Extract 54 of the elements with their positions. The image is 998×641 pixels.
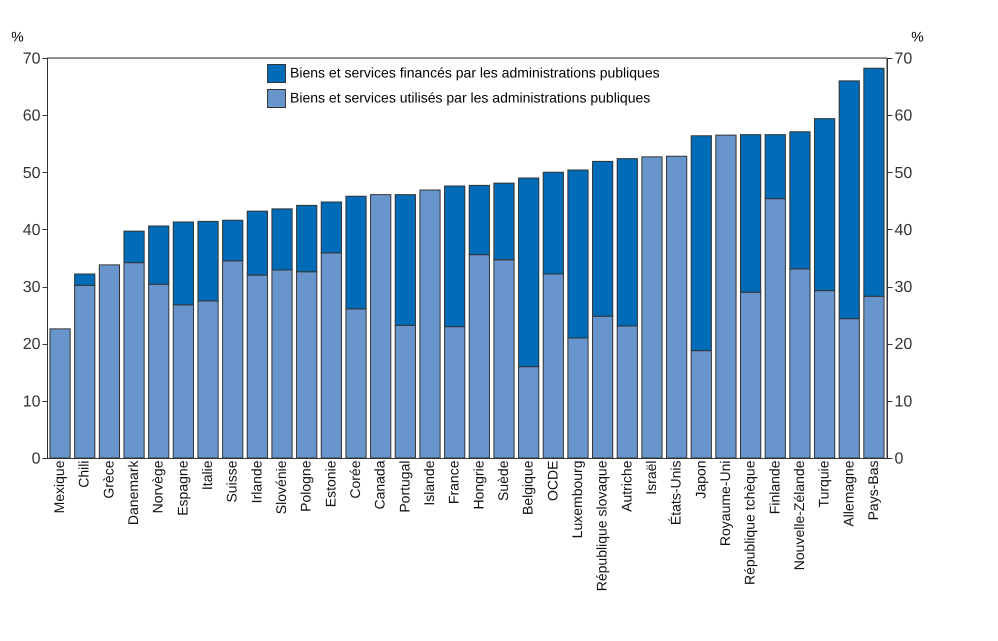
- x-tick-label: France: [446, 460, 462, 504]
- x-tick-label: Allemagne: [840, 460, 856, 527]
- x-tick-label: Norvège: [150, 460, 166, 514]
- y2-tick-label: 50: [894, 164, 912, 182]
- y2-axis-title: %: [911, 28, 924, 44]
- y2-tick-label: 60: [894, 108, 912, 125]
- x-tick-label: OCDE: [544, 460, 560, 501]
- y2-tick-label: 10: [894, 393, 912, 410]
- x-tick-label: Grèce: [100, 460, 116, 499]
- legend-label: Biens et services financés par les administrations publiques: [290, 64, 660, 80]
- x-tick-label: Autriche: [618, 460, 634, 512]
- x-tick-label: Luxembourg: [568, 460, 585, 538]
- x-tick-label: Belgique: [520, 460, 536, 515]
- y-tick-label: 50: [22, 164, 41, 182]
- x-tick-label: Corée: [347, 460, 364, 499]
- y-tick-label: 60: [22, 108, 41, 125]
- y-tick-label: 30: [22, 279, 41, 296]
- x-tick-label: Nouvelle-Zélande: [790, 460, 807, 570]
- x-tick-label: Suède: [494, 460, 511, 501]
- x-tick-label: Italie: [199, 460, 216, 490]
- x-tick-label: Royaume-Uni: [716, 460, 733, 546]
- x-tick-label: Canada: [372, 460, 388, 510]
- x-tick-label: Danemark: [125, 460, 142, 526]
- y2-tick-label: 0: [894, 450, 904, 468]
- legend-label: Biens et services utilisés par les administrations publiques: [290, 90, 650, 106]
- x-tick-label: Suisse: [224, 460, 240, 503]
- x-tick-label: Israël: [642, 460, 659, 495]
- x-tick-label: République slovaque: [594, 460, 610, 592]
- y-tick-label: 70: [22, 50, 41, 68]
- x-tick-label: République tchèque: [742, 460, 758, 586]
- y-tick-label: 40: [22, 222, 41, 239]
- x-tick-label: Mexique: [51, 460, 68, 514]
- x-tick-label: États-Unis: [668, 460, 684, 526]
- x-tick-label: Espagne: [174, 460, 190, 516]
- x-tick-label: Chili: [76, 460, 92, 488]
- y2-tick-label: 70: [894, 50, 912, 68]
- x-tick-label: Japon: [692, 460, 708, 499]
- x-tick-label: Hongrie: [470, 460, 486, 510]
- y2-tick-label: 30: [894, 279, 912, 296]
- x-tick-label: Turquie: [816, 460, 832, 508]
- x-tick-label: Irlande: [248, 460, 264, 504]
- x-tick-label: Pologne: [298, 460, 314, 512]
- x-tick-label: Portugal: [396, 460, 412, 513]
- x-tick-label: Pays-Bas: [864, 460, 881, 520]
- x-tick-label: Finlande: [766, 460, 782, 514]
- y2-tick-label: 40: [894, 222, 912, 239]
- x-tick-label: Islande: [421, 460, 438, 506]
- y2-tick-label: 20: [894, 336, 912, 354]
- y-tick-label: 10: [22, 393, 41, 410]
- y-tick-label: 20: [22, 336, 41, 354]
- x-tick-label: Estonie: [322, 460, 338, 508]
- y-axis-title: %: [11, 28, 24, 44]
- y-tick-label: 0: [32, 450, 41, 468]
- x-tick-label: Slovénie: [273, 460, 290, 514]
